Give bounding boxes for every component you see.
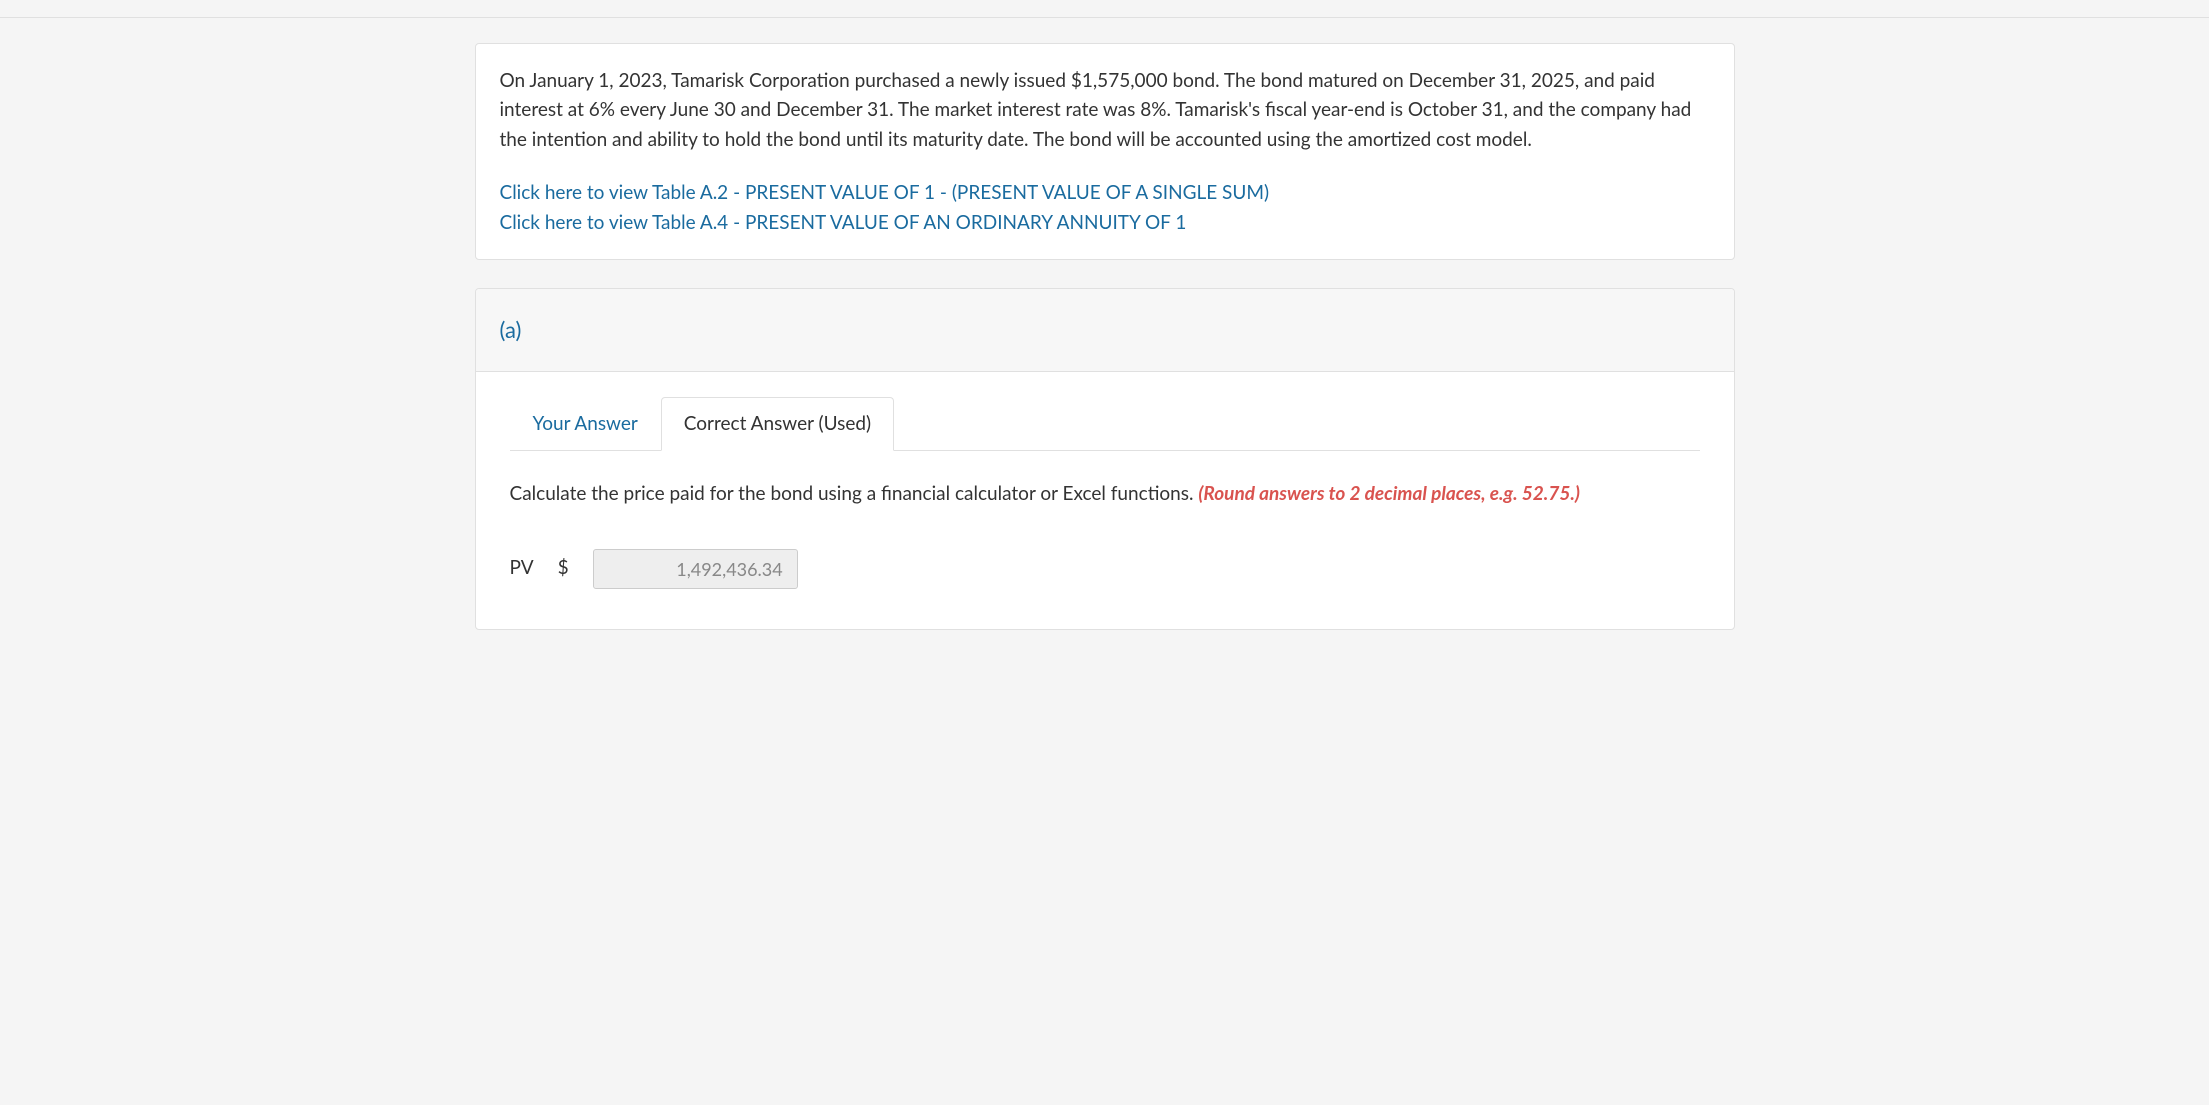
tab-correct-answer[interactable]: Correct Answer (Used) [661, 397, 894, 452]
table-a4-link[interactable]: Click here to view Table A.4 - PRESENT V… [500, 208, 1710, 237]
question-text: On January 1, 2023, Tamarisk Corporation… [500, 66, 1710, 154]
answer-row: PV $ [510, 549, 1700, 589]
instruction-main: Calculate the price paid for the bond us… [510, 482, 1199, 505]
part-label: (a) [500, 316, 522, 343]
part-body: Your Answer Correct Answer (Used) Calcul… [476, 372, 1734, 629]
answer-tabs: Your Answer Correct Answer (Used) [510, 372, 1700, 452]
pv-input [593, 549, 798, 589]
currency-symbol: $ [558, 554, 569, 583]
question-card: On January 1, 2023, Tamarisk Corporation… [475, 43, 1735, 260]
pv-label: PV [510, 554, 534, 583]
table-a2-link[interactable]: Click here to view Table A.2 - PRESENT V… [500, 178, 1710, 207]
part-header: (a) [476, 289, 1734, 372]
instruction-text: Calculate the price paid for the bond us… [510, 479, 1700, 508]
top-bar [0, 0, 2209, 18]
main-container: On January 1, 2023, Tamarisk Corporation… [475, 18, 1735, 655]
tab-your-answer[interactable]: Your Answer [510, 397, 661, 452]
instruction-hint: (Round answers to 2 decimal places, e.g.… [1198, 482, 1580, 505]
part-card: (a) Your Answer Correct Answer (Used) Ca… [475, 288, 1735, 629]
